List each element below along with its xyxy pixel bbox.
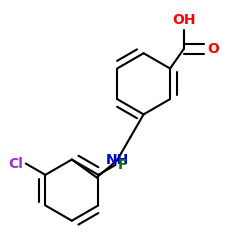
Text: Cl: Cl — [8, 156, 23, 170]
Text: OH: OH — [172, 13, 196, 27]
Text: NH: NH — [106, 154, 129, 168]
Text: F: F — [118, 158, 128, 172]
Text: O: O — [207, 42, 219, 56]
